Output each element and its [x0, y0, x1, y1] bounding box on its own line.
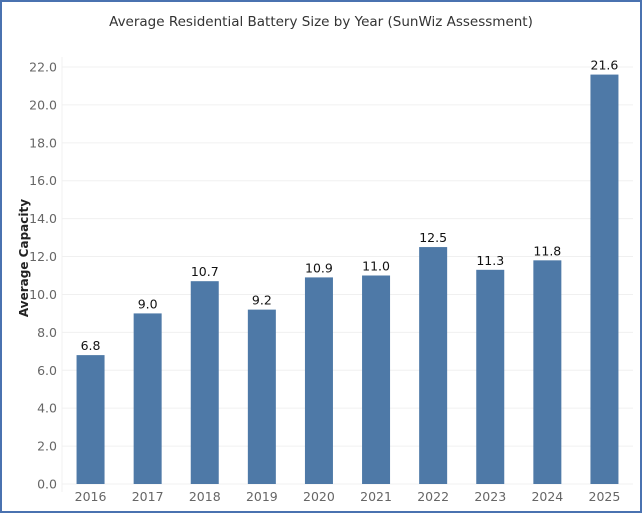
x-tick-label: 2023 [474, 489, 506, 504]
data-label: 11.8 [533, 243, 561, 258]
data-label: 10.9 [305, 260, 333, 275]
x-tick-label: 2021 [360, 489, 392, 504]
x-tick-label: 2016 [75, 489, 107, 504]
bar-2023[interactable] [476, 269, 505, 484]
y-tick-label: 4.0 [37, 401, 57, 416]
y-axis-ticks: 0.0 2.0 4.0 6.0 8.0 10.0 12.0 14.0 16.0 18.0 20.0 2… [29, 60, 57, 492]
bar-2021[interactable] [362, 275, 391, 485]
bar-2017[interactable] [133, 313, 162, 484]
chart-title: Average Residential Battery Size by Year… [109, 14, 533, 30]
data-label: 9.2 [252, 293, 272, 308]
x-tick-label: 2025 [589, 489, 621, 504]
data-label: 6.8 [81, 338, 101, 353]
y-tick-label: 2.0 [37, 439, 57, 454]
bar-2025[interactable] [590, 74, 619, 484]
y-axis-label: Average Capacity [17, 199, 31, 317]
y-tick-label: 18.0 [29, 135, 57, 150]
data-label: 11.0 [362, 259, 390, 274]
bar-2024[interactable] [533, 260, 562, 484]
x-tick-label: 2020 [303, 489, 335, 504]
x-axis-ticks: 2016 2017 2018 2019 2020 2021 2022 2023 2024 2025 [75, 489, 621, 504]
data-label: 11.3 [476, 253, 504, 268]
y-tick-label: 22.0 [29, 60, 57, 75]
bar-2022[interactable] [419, 247, 448, 484]
y-tick-label: 16.0 [29, 173, 57, 188]
data-labels: 6.8 9.0 10.7 9.2 10.9 11.0 12.5 11.3 11.8 21.6 [81, 58, 619, 354]
bar-2016[interactable] [76, 355, 105, 484]
x-tick-label: 2017 [132, 489, 164, 504]
bar-2019[interactable] [247, 309, 276, 484]
x-tick-label: 2019 [246, 489, 278, 504]
x-tick-label: 2018 [189, 489, 221, 504]
y-tick-label: 14.0 [29, 211, 57, 226]
y-tick-label: 8.0 [37, 325, 57, 340]
y-tick-label: 12.0 [29, 249, 57, 264]
bar-2020[interactable] [304, 277, 333, 484]
y-tick-label: 6.0 [37, 363, 57, 378]
x-tick-label: 2024 [531, 489, 563, 504]
y-tick-label: 10.0 [29, 287, 57, 302]
x-tick-label: 2022 [417, 489, 449, 504]
bar-2018[interactable] [190, 281, 219, 484]
data-label: 9.0 [138, 296, 158, 311]
y-tick-label: 20.0 [29, 97, 57, 112]
data-label: 12.5 [419, 230, 447, 245]
data-label: 21.6 [591, 58, 619, 73]
y-tick-label: 0.0 [37, 477, 57, 492]
data-label: 10.7 [191, 264, 219, 279]
bars [76, 74, 619, 485]
